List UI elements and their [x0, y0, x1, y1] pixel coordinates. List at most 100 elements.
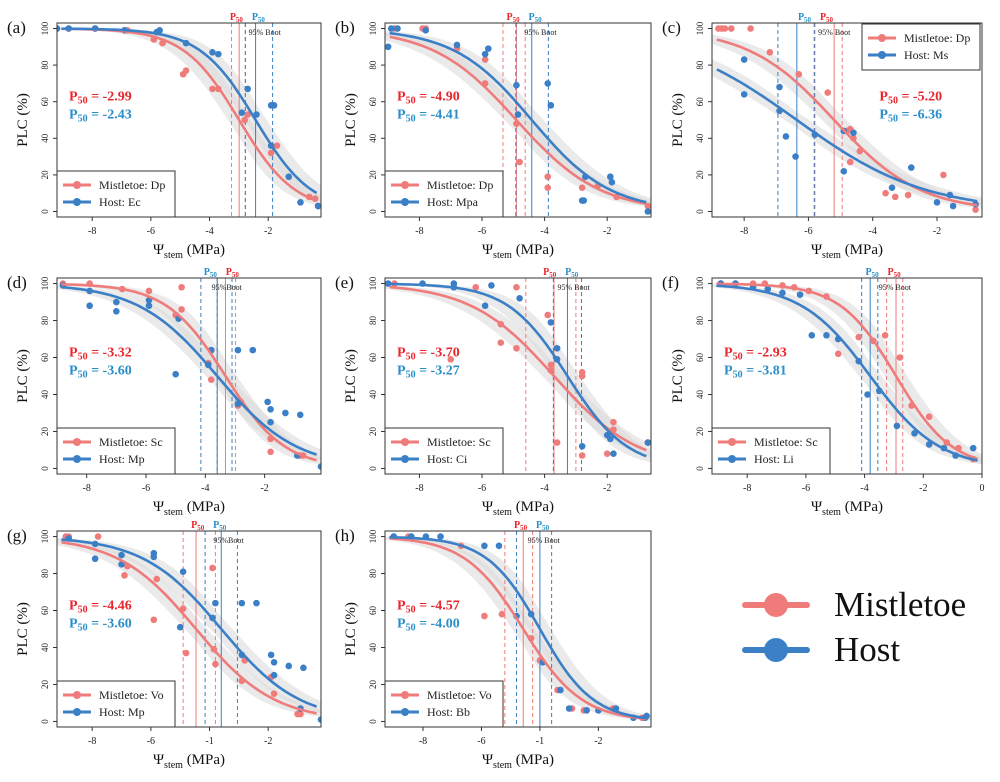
host-data-point	[249, 346, 257, 354]
mistletoe-p50-annotation: P50 = -4.46	[69, 598, 132, 615]
panel-legend-label: Host: Ci	[427, 452, 468, 466]
boot-label: 95% Boot	[524, 28, 557, 37]
panel-legend-box	[711, 427, 831, 475]
x-tick-label: -2	[603, 226, 611, 237]
host-data-point	[782, 133, 790, 140]
host-data-point	[86, 302, 93, 310]
host-data-point	[495, 542, 503, 550]
host-data-point	[150, 549, 158, 557]
y-axis-label: PLC (%)	[15, 349, 31, 403]
y-tick-label: 20	[695, 170, 705, 180]
plot-frame	[384, 530, 652, 728]
y-tick-label: 80	[368, 316, 378, 326]
panel-legend: Mistletoe: Vo Host: Bb	[384, 680, 504, 728]
y-tick-label: 20	[695, 426, 705, 436]
y-axis-label: PLC (%)	[343, 349, 359, 403]
host-data-point	[513, 81, 520, 89]
mistletoe-data-point	[178, 283, 185, 291]
host-data-point	[740, 56, 748, 63]
mistletoe-data-point	[603, 450, 611, 457]
host-data-point	[145, 302, 153, 310]
host-fit-curve	[61, 285, 318, 456]
legend-label-host: Host	[834, 630, 901, 669]
host-data-point	[422, 27, 429, 34]
host-data-point	[244, 85, 251, 93]
host-data-point	[91, 555, 99, 563]
host-data-point	[267, 418, 274, 426]
mistletoe-p50-top-label: P50	[514, 520, 528, 532]
panel-legend: Mistletoe: Vo Host: Mp	[56, 680, 176, 728]
mistletoe-data-point	[544, 173, 552, 181]
panel-legend-label: Mistletoe: Vo	[427, 688, 492, 702]
panel-legend-box	[56, 427, 176, 475]
host-p50-annotation: P50 = -6.36	[879, 108, 942, 125]
mistletoe-data-point	[882, 189, 889, 197]
x-axis-label: Ψstem (MPa)	[811, 499, 883, 518]
host-confidence-band	[385, 283, 651, 463]
host-data-point	[553, 344, 561, 352]
mistletoe-p50-annotation: P50 = -2.93	[724, 345, 787, 362]
host-data-point	[864, 391, 871, 398]
y-tick-label: 60	[368, 606, 378, 616]
mistletoe-data-point	[244, 111, 251, 118]
host-data-point	[215, 50, 222, 58]
host-p50-top-label: P50	[536, 520, 550, 532]
mistletoe-data-point	[273, 142, 281, 149]
host-data-point	[514, 111, 522, 118]
plot-frame	[56, 22, 322, 218]
host-data-point	[209, 48, 216, 56]
mistletoe-data-point	[904, 191, 912, 199]
host-fit-curve	[389, 282, 647, 458]
plot-area	[385, 531, 651, 727]
mistletoe-fit-curve	[389, 35, 647, 205]
x-tick-label: -4	[205, 226, 213, 237]
x-axis-label: Ψstem (MPa)	[153, 499, 225, 518]
x-axis-label: Ψstem (MPa)	[153, 242, 225, 261]
y-tick-label: 60	[695, 353, 705, 363]
host-data-point	[317, 463, 321, 470]
panel-legend-box	[56, 680, 176, 728]
mistletoe-data-point	[940, 171, 947, 179]
panel-legend-label: Mistletoe: Sc	[99, 435, 163, 449]
mistletoe-data-point	[578, 452, 586, 459]
host-data-point	[437, 533, 444, 540]
host-data-point	[557, 686, 564, 694]
y-tick-label: 60	[40, 606, 50, 616]
host-legend-dot-icon	[401, 198, 409, 206]
y-tick-label: 60	[40, 353, 50, 363]
mistletoe-line-marker-icon	[740, 585, 812, 625]
host-data-point	[644, 208, 651, 215]
mistletoe-p50-top-label: P50	[507, 12, 521, 24]
mistletoe-p50-top-label: P50	[888, 267, 902, 279]
host-data-point	[387, 25, 395, 32]
panel-legend-box	[384, 427, 504, 475]
mistletoe-data-point	[481, 612, 488, 620]
mistletoe-p50-annotation: P50 = -4.90	[397, 90, 460, 107]
host-confidence-band	[385, 30, 651, 207]
host-p50-top-label: P50	[866, 267, 880, 279]
host-data-point	[969, 444, 977, 452]
x-tick-label: -2	[919, 483, 927, 494]
host-legend-dot-icon	[401, 708, 409, 716]
host-data-point	[264, 398, 271, 406]
host-data-point	[547, 102, 555, 109]
panel-legend-box	[384, 170, 504, 218]
panel-legend-box	[56, 170, 176, 218]
mistletoe-data-point	[795, 70, 803, 78]
host-data-point	[516, 295, 523, 302]
host-data-point	[823, 332, 830, 339]
x-tick-label: -4	[869, 226, 877, 237]
y-tick-label: 80	[695, 316, 705, 326]
host-data-point	[481, 302, 489, 310]
host-data-point	[253, 599, 260, 607]
panel-label: (f)	[662, 273, 679, 292]
x-tick-label: -6	[478, 226, 486, 237]
host-data-point	[270, 671, 278, 679]
mistletoe-p50-top-label: P50	[820, 12, 834, 24]
mistletoe-data-point	[834, 350, 842, 358]
host-data-point	[118, 551, 125, 559]
host-fit-curve	[716, 284, 978, 462]
plot-area	[57, 531, 321, 727]
y-tick-label: 20	[368, 426, 378, 436]
y-tick-label: 20	[40, 426, 50, 436]
